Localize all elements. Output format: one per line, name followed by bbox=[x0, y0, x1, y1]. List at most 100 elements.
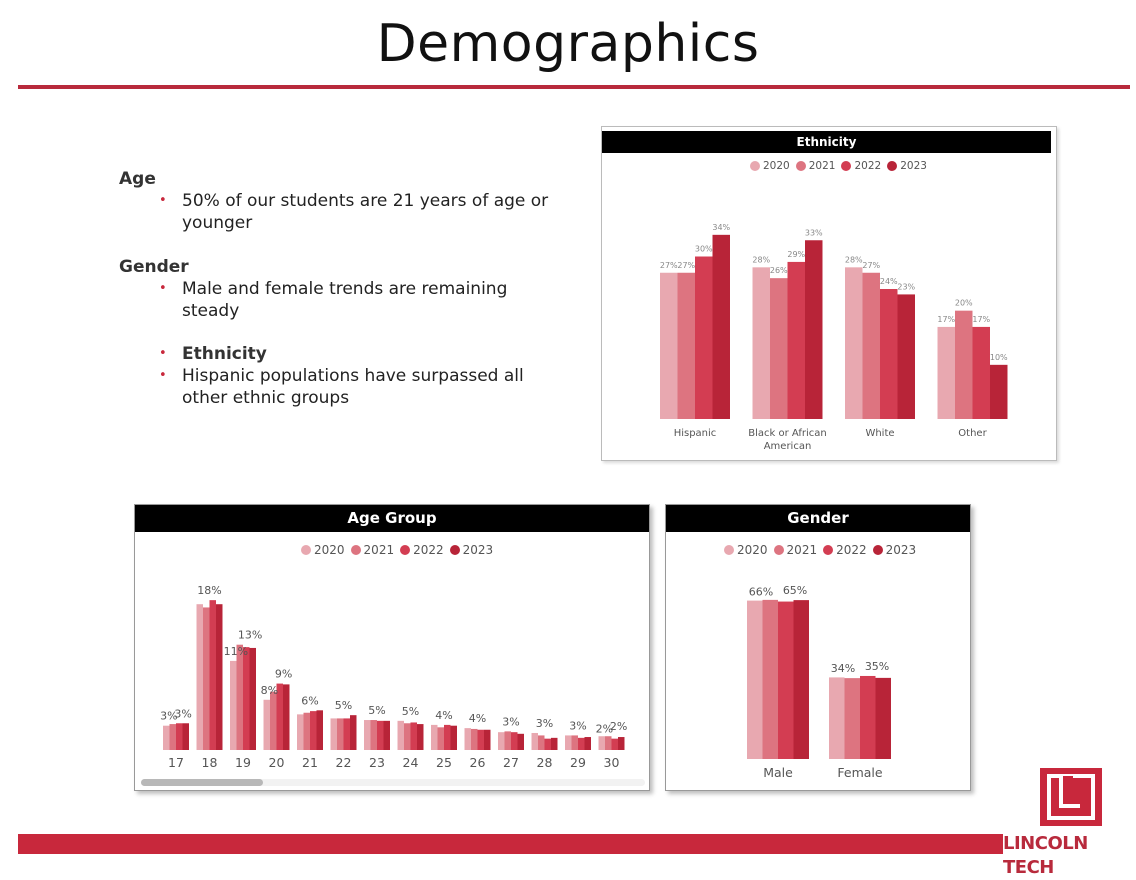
bar-2022-28 bbox=[544, 738, 551, 750]
legend-swatch bbox=[887, 161, 898, 171]
data-label: 20% bbox=[955, 299, 973, 308]
legend-swatch bbox=[872, 545, 883, 555]
legend-item-2022: 2022 bbox=[841, 160, 881, 172]
data-label: 13% bbox=[238, 629, 262, 642]
bar-2021-Hispanic bbox=[677, 272, 695, 419]
bar-2023-White bbox=[897, 294, 915, 419]
scrollbar-thumb[interactable] bbox=[141, 779, 263, 786]
bar-2021-23 bbox=[370, 720, 377, 750]
data-label: 26% bbox=[770, 266, 788, 275]
bar-2021-21 bbox=[303, 712, 310, 750]
data-label: 5% bbox=[402, 705, 419, 718]
legend-label: 2023 bbox=[900, 160, 927, 172]
gender-chart-panel: Gender 2020 2021 2022 2023 66% 65% Male 34%… bbox=[665, 504, 971, 791]
legend-item-2023: 2023 bbox=[872, 543, 916, 557]
bar-2020-Black or African American bbox=[752, 267, 770, 419]
data-label: 5% bbox=[368, 704, 385, 717]
legend-swatch bbox=[301, 545, 311, 555]
data-label: 17% bbox=[937, 315, 955, 324]
bar-2022-22 bbox=[343, 718, 350, 750]
data-label: 34% bbox=[831, 662, 855, 675]
bar-2021-White bbox=[862, 272, 880, 419]
legend-item-2021: 2021 bbox=[773, 543, 817, 557]
data-label: 66% bbox=[749, 586, 773, 599]
bullet-dot: • bbox=[159, 281, 167, 296]
bar-2023-Black or African American bbox=[805, 240, 823, 419]
footer-bar bbox=[18, 834, 1018, 854]
horizontal-scrollbar[interactable] bbox=[141, 779, 645, 786]
legend-label: 2020 bbox=[763, 160, 790, 172]
bar-2023-26 bbox=[484, 729, 491, 750]
bar-2023-25 bbox=[450, 725, 457, 750]
bar-2020-19 bbox=[230, 660, 237, 750]
bar-2020-29 bbox=[565, 735, 572, 750]
bar-2022-25 bbox=[444, 724, 451, 750]
age-list: • 50% of our students are 21 years of age… bbox=[119, 190, 559, 234]
bar-2023-22 bbox=[350, 715, 357, 750]
age-bullet-text: 50% of our students are 21 years of age … bbox=[182, 191, 549, 233]
bar-2021-28 bbox=[538, 735, 545, 750]
bar-2023-27 bbox=[517, 733, 524, 750]
legend-swatch bbox=[841, 161, 852, 171]
gender-chart-title: Gender bbox=[666, 505, 970, 532]
bullet-list: Age • 50% of our students are 21 years of… bbox=[119, 168, 559, 409]
category-label: 22 bbox=[336, 755, 352, 770]
bar-2022-18 bbox=[209, 600, 216, 750]
bar-2020-21 bbox=[297, 714, 304, 750]
bar-2022-Hispanic bbox=[695, 256, 713, 419]
bar-2022-Male bbox=[778, 601, 794, 759]
bar-2023-20 bbox=[283, 684, 290, 750]
gender-bullet: • Male and female trends are remaining st… bbox=[159, 278, 559, 322]
data-label: 24% bbox=[880, 277, 898, 286]
category-label: 25 bbox=[436, 755, 452, 770]
bar-2020-White bbox=[845, 267, 863, 419]
bar-2021-24 bbox=[404, 723, 411, 750]
category-label: American bbox=[764, 441, 812, 452]
bar-2021-Male bbox=[762, 599, 778, 759]
data-label: 2% bbox=[596, 723, 613, 736]
bar-2022-23 bbox=[377, 720, 384, 750]
data-label: 29% bbox=[787, 250, 805, 259]
bar-2022-24 bbox=[410, 722, 417, 750]
bar-2021-27 bbox=[504, 731, 511, 750]
bar-2021-Black or African American bbox=[770, 278, 788, 419]
category-label: 21 bbox=[302, 755, 318, 770]
data-label: 28% bbox=[845, 255, 863, 264]
legend-swatch bbox=[449, 545, 460, 555]
category-label: 27 bbox=[503, 755, 519, 770]
bar-2022-30 bbox=[611, 738, 618, 750]
data-label: 3% bbox=[160, 710, 177, 723]
bar-2023-23 bbox=[383, 720, 390, 750]
category-label: 20 bbox=[269, 755, 285, 770]
legend-item-2021: 2021 bbox=[795, 160, 835, 172]
category-label: Black or African bbox=[748, 428, 827, 439]
bar-2021-22 bbox=[337, 718, 344, 750]
age-group-chart-panel: Age Group 2020 2021 2022 2023 3% 3% 17 18% 1… bbox=[134, 504, 650, 791]
legend-item-2023: 2023 bbox=[887, 160, 927, 172]
legend-item-2022: 2022 bbox=[400, 543, 444, 557]
bar-2021-19 bbox=[236, 644, 243, 750]
data-label: 2% bbox=[610, 720, 627, 733]
data-label: 27% bbox=[660, 261, 678, 270]
bar-2022-27 bbox=[511, 732, 518, 750]
bar-2023-24 bbox=[417, 724, 424, 750]
lincoln-tech-logo-icon bbox=[1040, 768, 1102, 826]
logo-wordmark: LINCOLN TECH bbox=[1003, 832, 1136, 878]
bar-2021-Female bbox=[844, 678, 860, 759]
bar-2021-Other bbox=[955, 310, 973, 419]
category-label: Male bbox=[763, 765, 793, 780]
ethnicity-heading: Ethnicity bbox=[182, 344, 267, 364]
data-label: 10% bbox=[990, 353, 1008, 362]
legend-swatch bbox=[795, 161, 806, 171]
bar-2021-25 bbox=[437, 727, 444, 750]
bar-2022-21 bbox=[310, 711, 317, 750]
bar-2023-Female bbox=[875, 677, 891, 759]
bar-2023-18 bbox=[216, 604, 223, 750]
bar-2023-29 bbox=[584, 737, 591, 750]
data-label: 8% bbox=[261, 684, 278, 697]
data-label: 4% bbox=[435, 709, 452, 722]
category-label: 28 bbox=[537, 755, 553, 770]
gender-legend: 2020 2021 2022 2023 bbox=[724, 543, 916, 557]
bar-2020-Other bbox=[937, 326, 955, 419]
bar-2021-17 bbox=[169, 724, 176, 750]
